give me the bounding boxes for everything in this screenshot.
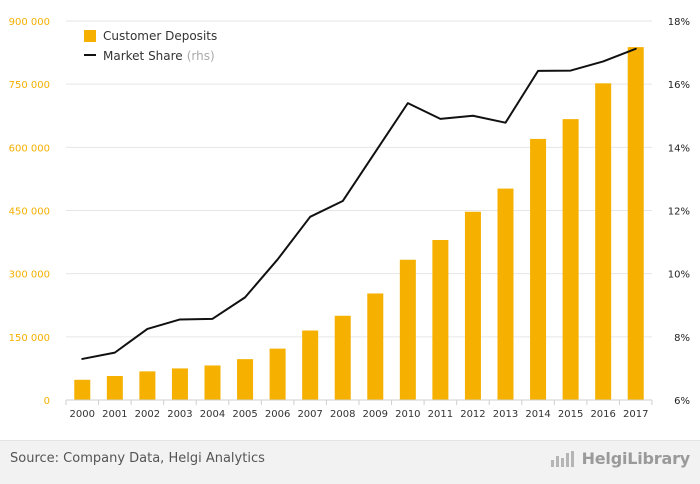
chart-canvas: 0 150 000 300 000 450 000 600 000 750 000 900 … — [0, 0, 700, 440]
x-axis-tick-label: 2015 — [558, 409, 583, 420]
y-axis-right-tick-label: 12% — [668, 207, 690, 218]
x-axis-tick-label: 2016 — [590, 409, 615, 420]
x-axis-tick-label: 2007 — [297, 409, 322, 420]
x-axis-tick-label: 2013 — [493, 409, 518, 420]
market-share-line — [82, 49, 635, 359]
y-axis-left-tick-label: 150 000 — [9, 333, 50, 344]
x-axis-tick-label: 2004 — [200, 409, 225, 420]
y-axis-left-tick-label: 450 000 — [9, 207, 50, 218]
bar — [270, 349, 286, 400]
x-axis-tick-label: 2006 — [265, 409, 290, 420]
x-axis-tick-label: 2014 — [525, 409, 550, 420]
legend-label-bar: Customer Deposits — [103, 29, 217, 43]
chart: 0 150 000 300 000 450 000 600 000 750 000 900 … — [0, 0, 700, 440]
x-axis-tick-label: 2008 — [330, 409, 355, 420]
x-axis-tick-label: 2011 — [428, 409, 453, 420]
line-series — [82, 49, 636, 359]
bar — [563, 119, 579, 400]
footer: Source: Company Data, Helgi Analytics He… — [0, 440, 700, 484]
bar — [139, 371, 155, 400]
legend: Customer Deposits Market Share (rhs) — [84, 29, 217, 63]
y-axis-left-tick-label: 750 000 — [9, 80, 50, 91]
y-axis-left-tick-label: 600 000 — [9, 143, 50, 154]
bar — [498, 189, 514, 400]
x-axis-tick-label: 2010 — [395, 409, 420, 420]
bar — [205, 365, 221, 400]
bar — [172, 368, 188, 400]
y-axis-right-tick-label: 6% — [674, 396, 690, 407]
x-axis-tick-label: 2002 — [135, 409, 160, 420]
source-note: Source: Company Data, Helgi Analytics — [10, 451, 265, 466]
legend-label-line-suffix: (rhs) — [187, 49, 215, 63]
x-axis-tick-label: 2001 — [102, 409, 127, 420]
x-axis-tick-label: 2009 — [363, 409, 388, 420]
x-axis-tick-label: 2012 — [460, 409, 485, 420]
legend-label-line-name: Market Share — [103, 49, 183, 63]
bar — [237, 359, 253, 400]
bar-chart-logo-icon — [550, 450, 576, 468]
bar — [335, 316, 351, 400]
y-axis-left-tick-label: 300 000 — [9, 270, 50, 281]
y-axis-right-tick-label: 8% — [674, 333, 690, 344]
y-axis-right-tick-label: 18% — [668, 17, 690, 28]
brand-logo: HelgiLibrary — [550, 449, 690, 468]
legend-swatch-bar — [84, 30, 96, 42]
x-axis-tick-label: 2003 — [167, 409, 192, 420]
bar — [302, 331, 318, 400]
bar — [595, 83, 611, 400]
y-axis-left-tick-label: 900 000 — [9, 17, 50, 28]
bar — [432, 240, 448, 400]
x-axis-tick-label: 2017 — [623, 409, 648, 420]
bar — [107, 376, 123, 400]
y-axis-left-tick-label: 0 — [44, 396, 50, 407]
bar — [465, 212, 481, 400]
bar — [628, 47, 644, 400]
y-axis-right-tick-label: 10% — [668, 270, 690, 281]
brand-name: HelgiLibrary — [582, 449, 690, 468]
x-axis-tick-label: 2005 — [232, 409, 257, 420]
bar-series — [74, 47, 643, 400]
y-axis-right-tick-label: 14% — [668, 143, 690, 154]
bar — [74, 380, 90, 400]
bar — [400, 260, 416, 400]
y-axis-right-tick-label: 16% — [668, 80, 690, 91]
bar — [530, 139, 546, 400]
legend-label-line: Market Share (rhs) — [103, 49, 215, 63]
x-axis-tick-label: 2000 — [70, 409, 95, 420]
bar — [367, 293, 383, 400]
